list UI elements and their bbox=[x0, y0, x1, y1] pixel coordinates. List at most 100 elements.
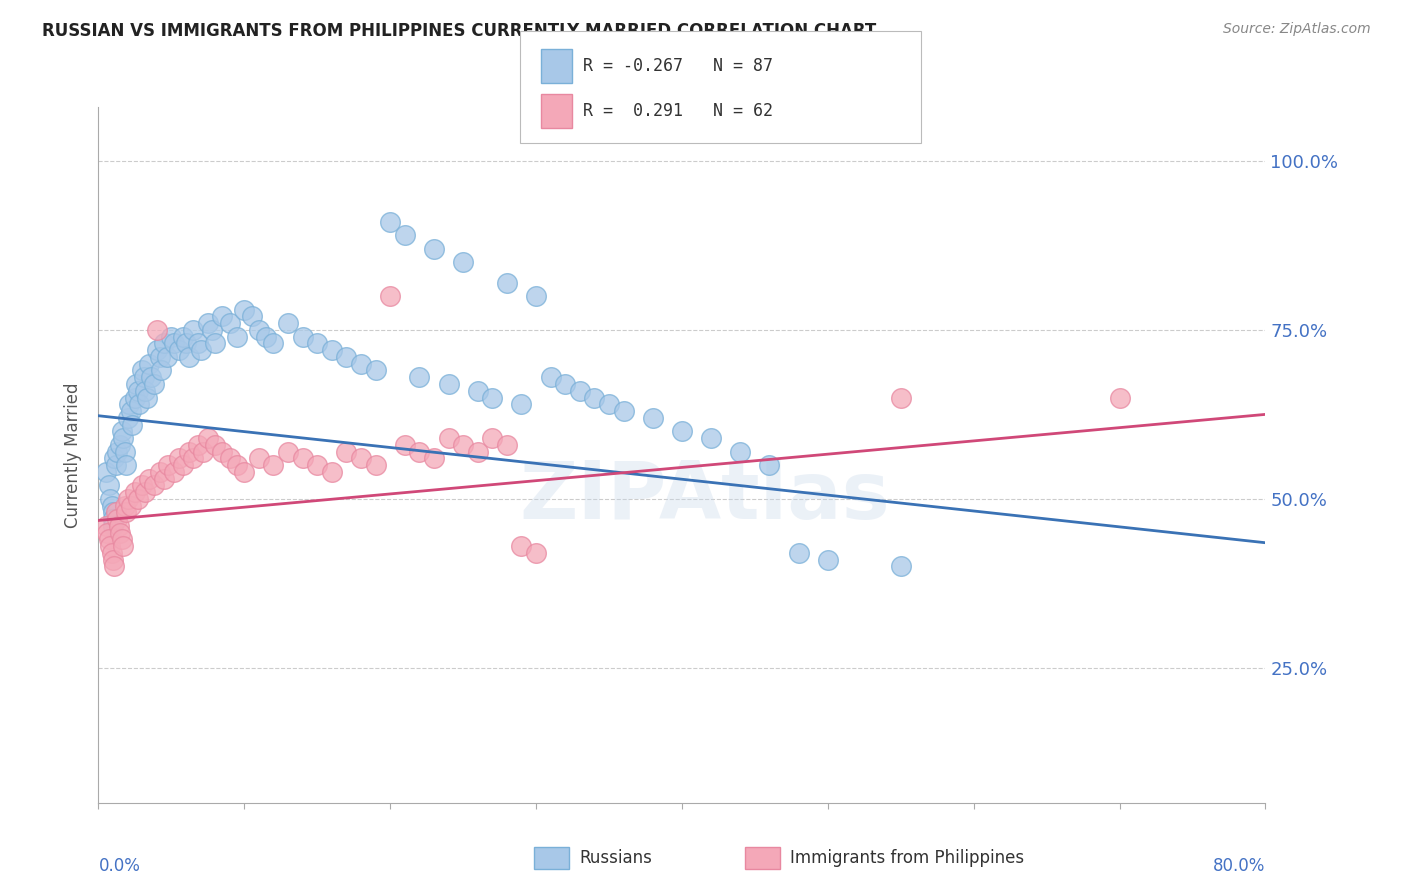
Point bbox=[98, 539, 121, 553]
Point bbox=[142, 478, 165, 492]
Point bbox=[150, 363, 173, 377]
Point bbox=[101, 512, 124, 526]
Point bbox=[612, 404, 634, 418]
Point bbox=[134, 384, 156, 398]
Point bbox=[437, 431, 460, 445]
Point bbox=[153, 336, 176, 351]
Point bbox=[172, 458, 194, 472]
Point bbox=[167, 343, 190, 358]
Point bbox=[240, 310, 263, 324]
Point bbox=[408, 370, 430, 384]
Point bbox=[167, 451, 190, 466]
Point bbox=[153, 472, 176, 486]
Point bbox=[364, 363, 387, 377]
Point bbox=[423, 451, 446, 466]
Point bbox=[110, 525, 132, 540]
Point bbox=[163, 465, 186, 479]
Text: 0.0%: 0.0% bbox=[98, 857, 141, 875]
Point bbox=[117, 410, 139, 425]
Point bbox=[121, 417, 143, 432]
Point bbox=[890, 559, 912, 574]
Point bbox=[193, 444, 215, 458]
Point bbox=[211, 310, 233, 324]
Point bbox=[408, 444, 430, 458]
Point bbox=[277, 444, 299, 458]
Point bbox=[187, 336, 209, 351]
Point bbox=[728, 444, 751, 458]
Point bbox=[98, 491, 121, 506]
Point bbox=[156, 350, 179, 364]
Point bbox=[495, 438, 517, 452]
Text: RUSSIAN VS IMMIGRANTS FROM PHILIPPINES CURRENTLY MARRIED CORRELATION CHART: RUSSIAN VS IMMIGRANTS FROM PHILIPPINES C… bbox=[42, 22, 876, 40]
Text: ZIPAtlas: ZIPAtlas bbox=[520, 458, 890, 536]
Point bbox=[177, 444, 200, 458]
Point bbox=[321, 465, 343, 479]
Point bbox=[111, 424, 134, 438]
Text: 80.0%: 80.0% bbox=[1213, 857, 1265, 875]
Point bbox=[378, 289, 402, 303]
Point bbox=[350, 451, 373, 466]
Point bbox=[247, 323, 270, 337]
Point bbox=[262, 458, 284, 472]
Point bbox=[451, 438, 474, 452]
Point bbox=[190, 343, 212, 358]
Point bbox=[568, 384, 591, 398]
Point bbox=[105, 444, 128, 458]
Point bbox=[114, 499, 136, 513]
Point bbox=[226, 329, 249, 343]
Point bbox=[495, 276, 517, 290]
Point bbox=[131, 478, 153, 492]
Point bbox=[104, 505, 127, 519]
Point bbox=[96, 525, 118, 540]
Text: R = -0.267   N = 87: R = -0.267 N = 87 bbox=[583, 57, 773, 75]
Point bbox=[226, 458, 249, 472]
Point bbox=[160, 329, 183, 343]
Point bbox=[108, 519, 131, 533]
Point bbox=[139, 370, 162, 384]
Point bbox=[100, 499, 122, 513]
Point bbox=[890, 391, 912, 405]
Point bbox=[97, 478, 120, 492]
Point bbox=[700, 431, 723, 445]
Point bbox=[335, 350, 357, 364]
Point bbox=[758, 458, 780, 472]
Point bbox=[423, 242, 446, 256]
Point bbox=[350, 357, 373, 371]
Point bbox=[524, 546, 547, 560]
Point bbox=[181, 451, 204, 466]
Point bbox=[101, 505, 124, 519]
Point bbox=[481, 391, 503, 405]
Point bbox=[394, 228, 416, 243]
Point bbox=[118, 397, 141, 411]
Point bbox=[641, 410, 664, 425]
Point bbox=[510, 397, 533, 411]
Point bbox=[204, 438, 226, 452]
Point bbox=[120, 499, 142, 513]
Point bbox=[142, 376, 165, 391]
Point bbox=[307, 458, 329, 472]
Point bbox=[114, 444, 136, 458]
Point bbox=[204, 336, 226, 351]
Point bbox=[103, 559, 125, 574]
Point bbox=[131, 363, 153, 377]
Point bbox=[97, 533, 120, 547]
Point bbox=[378, 215, 402, 229]
Point bbox=[394, 438, 416, 452]
Point bbox=[554, 376, 576, 391]
Point bbox=[134, 485, 156, 500]
Point bbox=[467, 444, 489, 458]
Point bbox=[451, 255, 474, 269]
Point bbox=[127, 384, 149, 398]
Point bbox=[111, 533, 134, 547]
Y-axis label: Currently Married: Currently Married bbox=[65, 382, 83, 528]
Point bbox=[101, 552, 124, 566]
Point bbox=[112, 539, 135, 553]
Point bbox=[112, 431, 135, 445]
Point bbox=[120, 404, 142, 418]
Point bbox=[187, 438, 209, 452]
Point bbox=[817, 552, 839, 566]
Point bbox=[211, 444, 233, 458]
Point bbox=[1108, 391, 1130, 405]
Point bbox=[103, 451, 125, 466]
Point bbox=[598, 397, 620, 411]
